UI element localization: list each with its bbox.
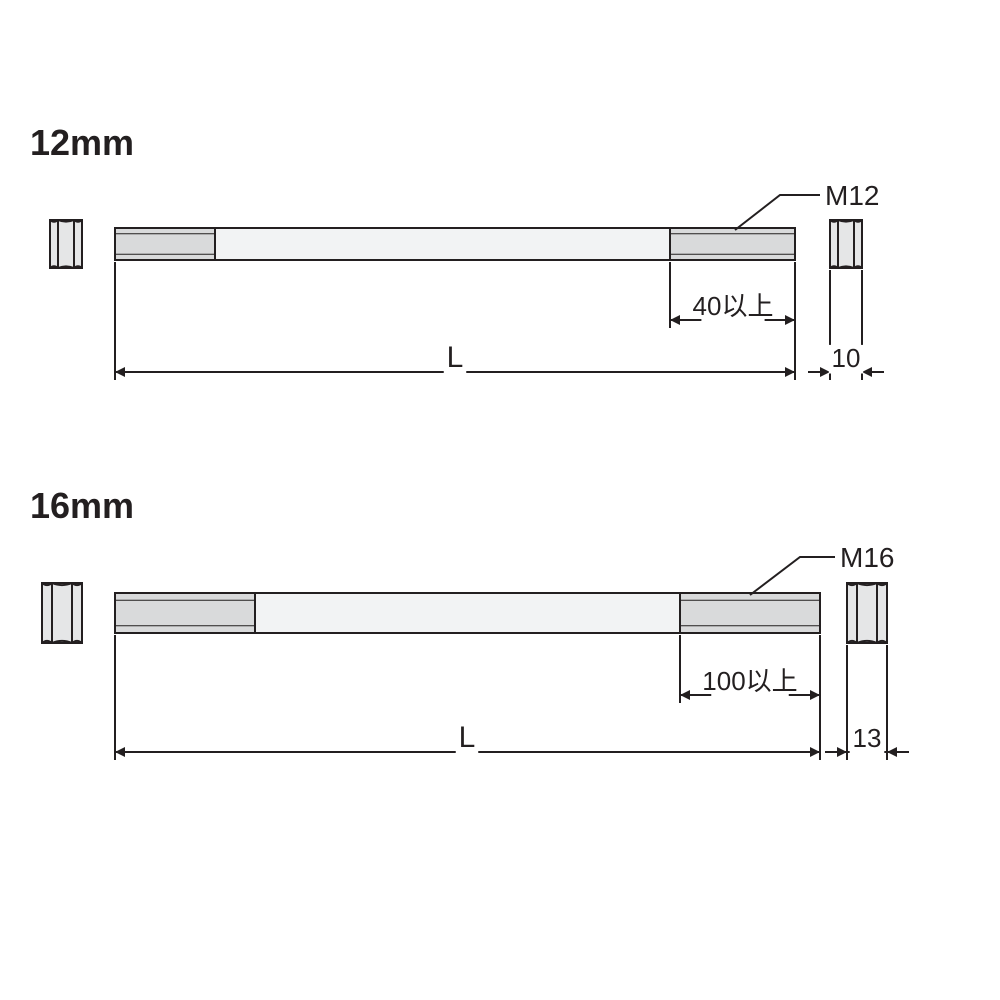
nut — [42, 583, 82, 643]
thread-right — [670, 228, 795, 260]
dim-label-nut-thick: 10 — [832, 343, 861, 373]
thread-label: M16 — [840, 542, 894, 573]
dim-label-thread-len: 100以上 — [702, 666, 797, 696]
thread-label: M12 — [825, 180, 879, 211]
bolt-title: 12mm — [30, 122, 134, 163]
dim-label-nut-thick: 13 — [853, 723, 882, 753]
thread-left — [115, 228, 215, 260]
technical-drawing: 12mm M12 40以上 L 10 16mm M16 100以上 L 13 — [0, 0, 1000, 1000]
dim-label-overall-L: L — [447, 341, 464, 374]
nut — [830, 220, 862, 268]
dim-label-thread-len: 40以上 — [693, 291, 774, 321]
nut — [847, 583, 887, 643]
thread-right — [680, 593, 820, 633]
thread-left — [115, 593, 255, 633]
nut — [50, 220, 82, 268]
dim-label-overall-L: L — [459, 721, 476, 754]
bolt-title: 16mm — [30, 485, 134, 526]
